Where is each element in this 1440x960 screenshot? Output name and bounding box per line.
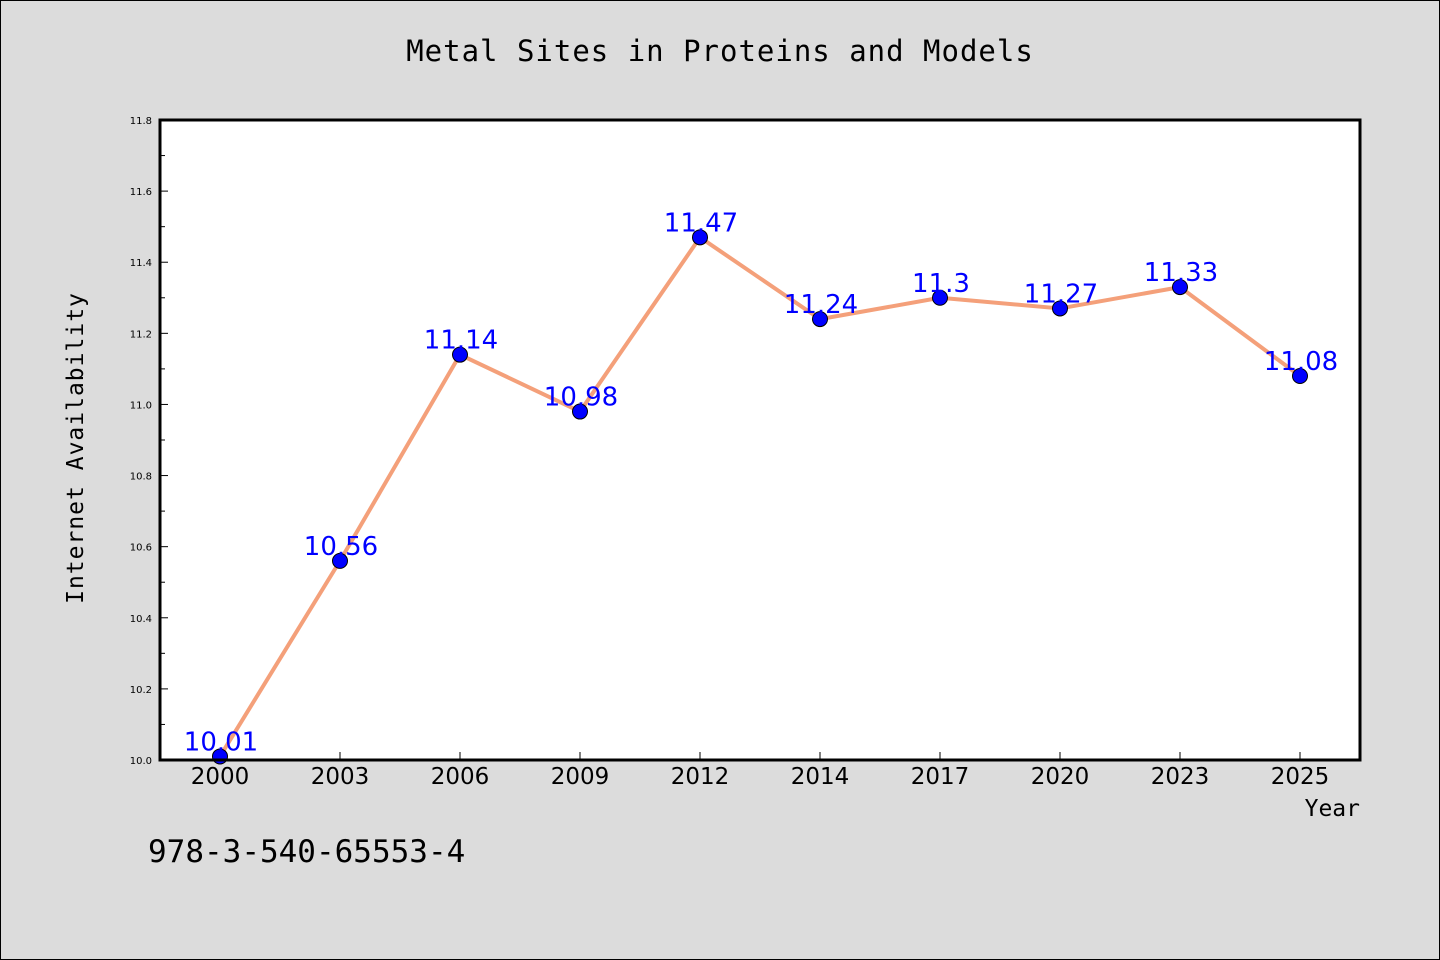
y-tick-label: 10.8 [130, 472, 152, 483]
y-axis-label: Internet Availability [63, 292, 89, 604]
y-tick-label: 10.2 [130, 685, 152, 696]
x-tick-label: 2003 [311, 764, 370, 790]
plot-border [158, 118, 1362, 762]
data-label: 10.98 [544, 383, 618, 413]
data-label: 11.14 [424, 326, 498, 356]
data-point [452, 346, 468, 363]
x-tick-label: 2000 [191, 764, 250, 790]
series-markers [212, 229, 1308, 765]
y-tick-label: 11.8 [130, 116, 152, 127]
data-point [812, 311, 828, 328]
series-line [218, 235, 1302, 758]
x-tick-label: 2017 [911, 764, 970, 790]
x-tick-label: 2006 [431, 764, 490, 790]
data-point [1292, 368, 1308, 384]
x-tick-label: 2025 [1271, 764, 1330, 790]
x-tick-label: 2023 [1151, 764, 1210, 790]
data-label: 10.01 [184, 727, 258, 757]
data-label: 11.33 [1144, 258, 1218, 288]
plot-area [160, 120, 1360, 760]
data-label: 11.24 [784, 290, 858, 320]
data-point [572, 403, 588, 420]
x-axis-ticks: 2000 2003 2006 2009 2012 2014 2017 2020 2023 2025 [191, 752, 1330, 790]
y-tick-label: 11.2 [130, 329, 152, 340]
isbn-footnote: 978-3-540-65553-4 [148, 834, 466, 870]
data-label: 11.08 [1264, 347, 1338, 377]
data-label: 11.27 [1024, 279, 1098, 309]
data-point [1052, 300, 1068, 317]
data-point [692, 229, 708, 246]
y-tick-label: 11.6 [130, 187, 152, 198]
y-tick-label: 10.4 [130, 614, 152, 625]
data-label: 11.47 [664, 208, 738, 238]
data-label: 10.56 [304, 532, 378, 562]
data-point [1172, 279, 1188, 296]
y-tick-label: 10.0 [130, 756, 152, 767]
x-tick-label: 2020 [1031, 764, 1090, 790]
data-point [332, 552, 348, 569]
x-tick-label: 2009 [551, 764, 610, 790]
x-tick-label: 2014 [791, 764, 850, 790]
y-tick-label: 11.0 [130, 400, 152, 411]
x-axis-label: Year [1304, 796, 1360, 822]
data-point [932, 289, 948, 306]
data-label: 11.3 [912, 269, 970, 299]
y-tick-label: 10.6 [130, 543, 152, 554]
y-tick-label: 11.4 [130, 258, 152, 269]
x-tick-label: 2012 [671, 764, 730, 790]
data-labels: 10.01 10.56 11.14 10.98 11.47 11.24 11.3 11.27 1… [184, 208, 1338, 757]
chart-title: Metal Sites in Proteins and Models [406, 34, 1034, 68]
